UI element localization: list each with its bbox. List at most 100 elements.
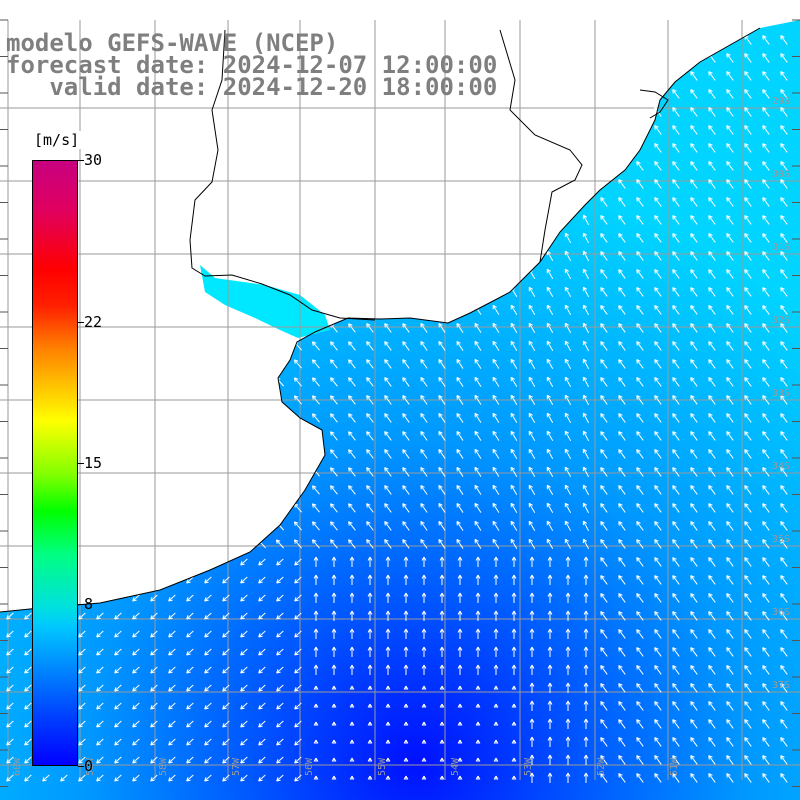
wind-arrow [385, 592, 391, 604]
wind-arrow [583, 592, 589, 604]
wind-arrow [726, 53, 734, 63]
wind-arrow [114, 684, 122, 692]
wind-arrow [132, 594, 140, 602]
wind-arrow [600, 431, 608, 441]
wind-arrow [762, 557, 770, 567]
wind-arrow [528, 538, 536, 549]
wind-arrow [402, 413, 410, 423]
wind-arrow [96, 702, 104, 710]
wind-arrow [744, 431, 752, 441]
wind-arrow [672, 359, 680, 369]
wind-arrow [366, 449, 374, 459]
wind-arrow [403, 685, 409, 691]
wind-arrow [672, 251, 680, 261]
wind-arrow [403, 664, 409, 676]
wind-arrow [762, 683, 770, 693]
wind-arrow [420, 377, 428, 387]
wind-arrow [294, 684, 302, 692]
wind-arrow [672, 215, 680, 225]
wind-arrow [583, 682, 589, 694]
wind-arrow [762, 35, 770, 45]
wind-arrow [744, 629, 752, 639]
wind-arrow [510, 466, 518, 477]
wind-arrow [168, 738, 176, 746]
wind-arrow [547, 664, 553, 676]
wind-arrow [780, 35, 788, 45]
wind-arrow [457, 703, 463, 709]
wind-arrow [204, 612, 212, 620]
wind-arrow [582, 412, 590, 424]
wind-arrow [529, 664, 535, 676]
wind-arrow [690, 305, 698, 315]
wind-arrow [150, 738, 158, 746]
wind-arrow [708, 413, 716, 423]
wind-arrow [150, 702, 158, 710]
wind-arrow [348, 485, 356, 495]
wind-arrow [421, 757, 427, 763]
wind-arrow [726, 701, 734, 711]
wind-arrow [708, 521, 716, 531]
wind-arrow [708, 449, 716, 459]
wind-arrow [493, 703, 499, 709]
wind-arrow [493, 775, 499, 781]
wind-arrow [438, 449, 446, 459]
wind-arrow [762, 359, 770, 369]
wind-arrow [600, 503, 608, 513]
wind-arrow [132, 756, 140, 764]
wind-arrow [762, 341, 770, 351]
wind-arrow [762, 719, 770, 729]
wind-arrow [402, 323, 410, 333]
wind-arrow [457, 628, 463, 640]
wind-arrow [636, 377, 644, 387]
wind-arrow [168, 648, 176, 656]
colorbar-tick-mark [78, 604, 84, 606]
wind-arrow [672, 377, 680, 387]
wind-arrow [547, 646, 553, 658]
wind-arrow [600, 395, 608, 405]
wind-arrow [402, 503, 410, 513]
wind-arrow [240, 648, 248, 656]
wind-arrow [780, 89, 788, 99]
title-forecast-date: forecast date: 2024-12-07 12:00:00 [6, 51, 498, 79]
wind-arrow [276, 612, 284, 620]
wind-arrow [744, 611, 752, 621]
wind-arrow [780, 233, 788, 243]
wind-arrow [276, 630, 284, 638]
wind-arrow [114, 756, 122, 764]
wind-arrow [600, 629, 608, 639]
wind-arrow [762, 503, 770, 513]
wind-arrow [744, 341, 752, 351]
wind-arrow [367, 556, 373, 568]
wind-arrow [439, 628, 445, 640]
wind-arrow [366, 539, 374, 549]
wind-arrow [402, 431, 410, 441]
wind-arrow [654, 197, 662, 207]
wind-arrow [762, 755, 770, 765]
longitude-label: 52W [596, 757, 607, 776]
wind-arrow [294, 738, 302, 746]
wind-arrow [475, 628, 481, 640]
wind-arrow [726, 341, 734, 351]
wind-arrow [726, 503, 734, 513]
wind-arrow [780, 341, 788, 351]
wind-arrow [618, 539, 626, 549]
wind-arrow [511, 685, 517, 691]
colorbar-unit: [m/s] [32, 131, 82, 149]
wind-arrow [367, 739, 373, 745]
wind-arrow [726, 107, 734, 117]
wind-arrow [510, 448, 518, 459]
wind-arrow [511, 664, 517, 676]
wind-arrow [331, 703, 337, 709]
wind-arrow [293, 395, 302, 405]
wind-arrow [510, 412, 518, 423]
longitude-label: 57W [231, 757, 242, 776]
wind-arrow [168, 702, 176, 710]
wind-arrow [744, 197, 752, 207]
wind-arrow [636, 593, 644, 603]
wind-arrow [762, 251, 770, 261]
longitude-label: 56W [304, 757, 315, 776]
wind-arrow [546, 340, 554, 352]
wind-arrow [636, 611, 644, 621]
wind-arrow [528, 322, 536, 333]
wind-arrow [438, 341, 446, 351]
